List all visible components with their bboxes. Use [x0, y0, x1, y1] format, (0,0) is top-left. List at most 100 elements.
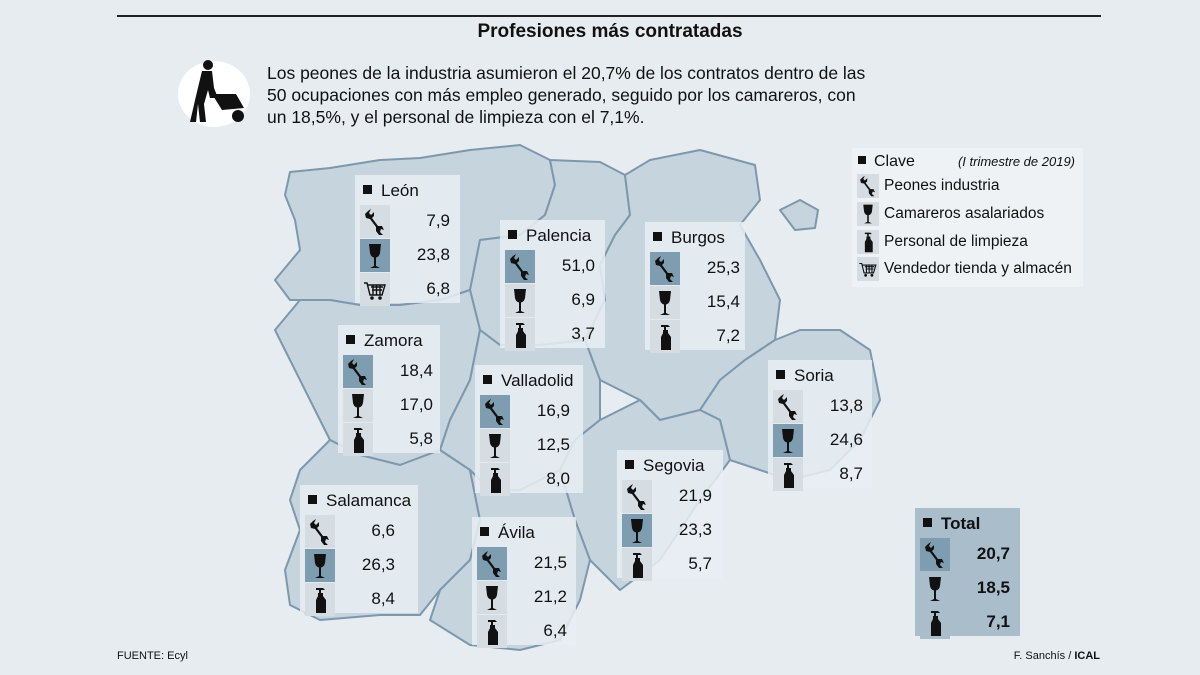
stat-row: 25,3: [650, 252, 750, 285]
wine-glass-icon: [857, 202, 879, 226]
stat-value: 21,5: [533, 553, 567, 572]
province-name: Segovia: [643, 456, 705, 475]
stat-value: 5,7: [688, 554, 712, 573]
stat-row: 21,5: [477, 547, 581, 580]
stat-value: 8,0: [546, 469, 570, 488]
province-box: Zamora 18,4 17,0 5,8: [338, 325, 440, 456]
stat-value: 12,5: [536, 435, 570, 454]
spray-bottle-icon: [305, 583, 335, 616]
stat-row: 26,3: [305, 549, 423, 582]
spray-bottle-icon: [477, 615, 507, 648]
top-rule: [117, 15, 1101, 17]
stat-row: 51,0: [505, 250, 610, 283]
province-box: Burgos 25,3 15,4 7,2: [645, 222, 745, 353]
bullet: [346, 335, 355, 344]
worker-wheelbarrow-icon: [178, 60, 250, 127]
bullet: [923, 518, 932, 527]
stat-row: 8,4: [305, 583, 423, 616]
stat-row: 12,5: [480, 429, 588, 462]
legend-bullet: [858, 156, 866, 164]
source-note: FUENTE: Ecyl: [117, 650, 188, 662]
bullet: [653, 232, 662, 241]
stat-row: 18,5: [920, 572, 1025, 605]
stat-value: 3,7: [571, 324, 595, 343]
stat-value: 26,3: [361, 555, 395, 574]
stat-value: 8,7: [839, 464, 863, 483]
province-name: Valladolid: [501, 371, 574, 390]
stat-value: 7,1: [986, 612, 1010, 631]
stat-row: 5,7: [622, 548, 728, 581]
province-box: Soria 13,8 24,6 8,7: [768, 360, 872, 491]
province-name: Zamora: [364, 331, 423, 350]
province-box: Segovia 21,9 23,3 5,7: [617, 450, 723, 581]
wine-glass-icon: [343, 389, 373, 422]
stat-row: 6,4: [477, 615, 581, 648]
stat-row: 21,2: [477, 581, 581, 614]
province-name: Total: [941, 514, 981, 533]
wrench-icon: [477, 547, 507, 580]
wine-glass-icon: [360, 239, 390, 272]
wrench-icon: [360, 205, 390, 238]
stat-value: 6,6: [371, 521, 395, 540]
stat-value: 5,8: [409, 429, 433, 448]
stat-row: 18,4: [343, 355, 445, 388]
spray-bottle-icon: [622, 548, 652, 581]
stat-row: 8,7: [773, 458, 877, 491]
legend-item: Personal de limpieza: [857, 230, 1083, 254]
legend-item: Camareros asalariados: [857, 202, 1083, 226]
stat-value: 23,8: [416, 245, 450, 264]
stat-row: 13,8: [773, 390, 877, 423]
province-name: León: [381, 181, 419, 200]
spray-bottle-icon: [650, 320, 680, 353]
spray-bottle-icon: [343, 423, 373, 456]
wrench-icon: [857, 174, 879, 198]
bullet: [776, 370, 785, 379]
wrench-icon: [480, 395, 510, 428]
stat-row: 21,9: [622, 480, 728, 513]
legend-item: Vendedor tienda y almacén: [857, 257, 1083, 281]
stat-value: 18,4: [399, 361, 433, 380]
stat-value: 6,8: [426, 279, 450, 298]
province-box: Valladolid 16,9 12,5 8,0: [475, 365, 583, 496]
province-box: Ávila 21,5 21,2 6,4: [472, 517, 576, 648]
wine-glass-icon: [305, 549, 335, 582]
province-name: Ávila: [498, 523, 535, 542]
stat-value: 7,2: [716, 326, 740, 345]
stat-value: 7,9: [426, 211, 450, 230]
wine-glass-icon: [480, 429, 510, 462]
stat-value: 18,5: [976, 578, 1010, 597]
wrench-icon: [773, 390, 803, 423]
wine-glass-icon: [650, 286, 680, 319]
stat-row: 15,4: [650, 286, 750, 319]
stat-value: 24,6: [829, 430, 863, 449]
shopping-cart-icon: [360, 273, 390, 306]
wrench-icon: [650, 252, 680, 285]
stat-row: 7,2: [650, 320, 750, 353]
stat-value: 20,7: [976, 544, 1010, 563]
intro-text: Los peones de la industria asumieron el …: [267, 63, 866, 127]
stat-value: 8,4: [371, 589, 395, 608]
spray-bottle-icon: [857, 230, 879, 254]
province-burgos-enclave: [779, 199, 819, 231]
stat-value: 6,4: [543, 621, 567, 640]
spray-bottle-icon: [505, 318, 535, 351]
stat-row: 6,6: [305, 515, 423, 548]
bullet: [308, 495, 317, 504]
stat-row: 8,0: [480, 463, 588, 496]
stat-row: 17,0: [343, 389, 445, 422]
wine-glass-icon: [622, 514, 652, 547]
credit: F. Sanchís / ICAL: [1013, 650, 1100, 662]
stat-value: 6,9: [571, 290, 595, 309]
stat-row: 5,8: [343, 423, 445, 456]
wine-glass-icon: [773, 424, 803, 457]
legend-period: (I trimestre de 2019): [957, 154, 1075, 169]
stat-value: 21,2: [533, 587, 567, 606]
wrench-icon: [920, 538, 950, 571]
province-box: Palencia 51,0 6,9 3,7: [500, 220, 605, 351]
bullet: [483, 375, 492, 384]
wrench-icon: [305, 515, 335, 548]
stat-row: 24,6: [773, 424, 877, 457]
shopping-cart-icon: [857, 257, 879, 281]
stat-value: 21,9: [678, 486, 712, 505]
bullet: [480, 527, 489, 536]
